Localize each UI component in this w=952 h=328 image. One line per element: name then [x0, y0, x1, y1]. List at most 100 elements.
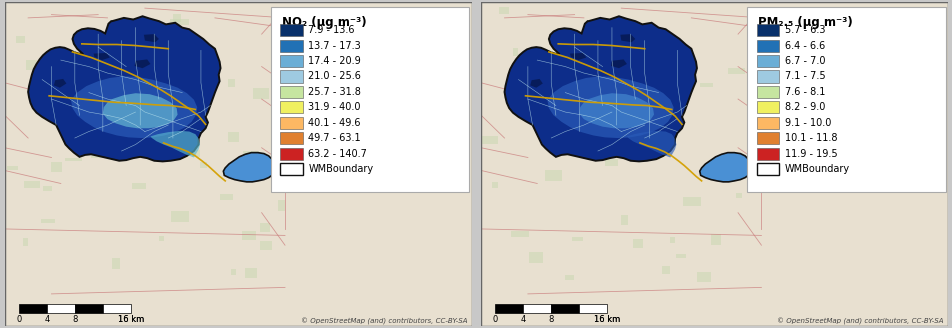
Bar [605, 159, 618, 166]
Bar [55, 74, 66, 80]
Bar [228, 78, 234, 87]
Bar [632, 239, 643, 248]
FancyBboxPatch shape [756, 101, 779, 113]
Text: 49.7 - 63.1: 49.7 - 63.1 [308, 133, 361, 143]
Polygon shape [546, 76, 673, 138]
Bar [637, 124, 648, 130]
FancyBboxPatch shape [280, 55, 303, 67]
FancyBboxPatch shape [756, 132, 779, 144]
Bar [700, 83, 712, 87]
Bar [183, 138, 193, 141]
Text: 8: 8 [72, 315, 77, 324]
FancyBboxPatch shape [756, 55, 779, 67]
Text: 9.1 - 10.0: 9.1 - 10.0 [783, 118, 830, 128]
Bar [259, 223, 270, 232]
Bar [278, 200, 285, 211]
Bar [192, 150, 200, 157]
FancyBboxPatch shape [756, 163, 779, 175]
Bar [545, 170, 562, 181]
Bar [68, 117, 74, 127]
Text: PM₂.₅ (μg m⁻³): PM₂.₅ (μg m⁻³) [758, 16, 852, 29]
FancyBboxPatch shape [280, 101, 303, 113]
Bar [640, 127, 645, 138]
Bar [573, 65, 579, 71]
Text: 0: 0 [492, 315, 497, 324]
Bar [91, 151, 107, 158]
Bar [253, 88, 269, 99]
Text: NO₂ (μg m⁻³): NO₂ (μg m⁻³) [282, 16, 366, 29]
Bar [111, 258, 120, 269]
Text: © OpenStreetMap (and) contributors, CC-BY-SA: © OpenStreetMap (and) contributors, CC-B… [300, 318, 466, 325]
Bar [242, 231, 255, 240]
Bar [23, 238, 28, 246]
Text: © OpenStreetMap (and) contributors, CC-BY-SA: © OpenStreetMap (and) contributors, CC-B… [776, 318, 942, 325]
FancyBboxPatch shape [280, 132, 303, 144]
Bar [641, 56, 654, 66]
Bar [200, 162, 207, 168]
Text: 0: 0 [16, 315, 21, 324]
Bar [757, 155, 773, 160]
Bar [754, 157, 764, 164]
Bar [511, 231, 528, 237]
Polygon shape [134, 59, 150, 68]
Bar [51, 162, 62, 172]
FancyBboxPatch shape [756, 86, 779, 98]
Bar [75, 304, 103, 313]
Bar [650, 139, 664, 144]
Bar [528, 252, 543, 263]
Text: 11.9 - 19.5: 11.9 - 19.5 [783, 149, 837, 159]
Bar [523, 304, 550, 313]
FancyBboxPatch shape [280, 148, 303, 160]
Bar [735, 193, 741, 198]
Text: 40.1 - 49.6: 40.1 - 49.6 [308, 118, 361, 128]
Bar [7, 166, 18, 170]
Bar [683, 197, 701, 206]
Bar [131, 183, 146, 189]
Bar [550, 304, 579, 313]
Bar [133, 76, 144, 87]
Bar [228, 132, 239, 141]
FancyBboxPatch shape [756, 40, 779, 51]
FancyBboxPatch shape [756, 148, 779, 160]
Bar [579, 123, 587, 130]
Text: 16 km: 16 km [118, 315, 144, 324]
Bar [643, 42, 648, 49]
Bar [30, 80, 43, 89]
Text: 17.4 - 20.9: 17.4 - 20.9 [308, 56, 361, 66]
Text: 7.6 - 8.1: 7.6 - 8.1 [783, 87, 824, 97]
Bar [663, 112, 679, 119]
Text: 8.2 - 9.0: 8.2 - 9.0 [783, 102, 824, 112]
Bar [170, 19, 188, 25]
Polygon shape [29, 16, 220, 161]
Bar [669, 237, 675, 243]
Bar [572, 237, 582, 241]
Text: 21.0 - 25.6: 21.0 - 25.6 [308, 72, 361, 81]
FancyBboxPatch shape [280, 117, 303, 129]
FancyBboxPatch shape [280, 163, 303, 175]
Bar [645, 83, 651, 90]
Text: 10.1 - 11.8: 10.1 - 11.8 [783, 133, 837, 143]
Bar [491, 182, 498, 188]
Polygon shape [144, 34, 159, 42]
FancyBboxPatch shape [756, 71, 779, 83]
Bar [259, 241, 271, 250]
Bar [173, 14, 181, 22]
Text: WMBoundary: WMBoundary [308, 164, 373, 174]
Text: 4: 4 [520, 315, 526, 324]
Bar [109, 144, 119, 154]
Polygon shape [626, 131, 676, 157]
Bar [172, 75, 188, 84]
Bar [220, 194, 232, 200]
Bar [623, 49, 628, 59]
Bar [727, 68, 744, 74]
Bar [542, 68, 548, 77]
Bar [170, 211, 188, 222]
Bar [156, 107, 172, 118]
Bar [41, 219, 54, 223]
Bar [231, 269, 236, 275]
Polygon shape [71, 76, 197, 138]
Bar [19, 304, 47, 313]
Polygon shape [103, 93, 177, 128]
Polygon shape [504, 16, 696, 161]
Bar [272, 91, 278, 97]
